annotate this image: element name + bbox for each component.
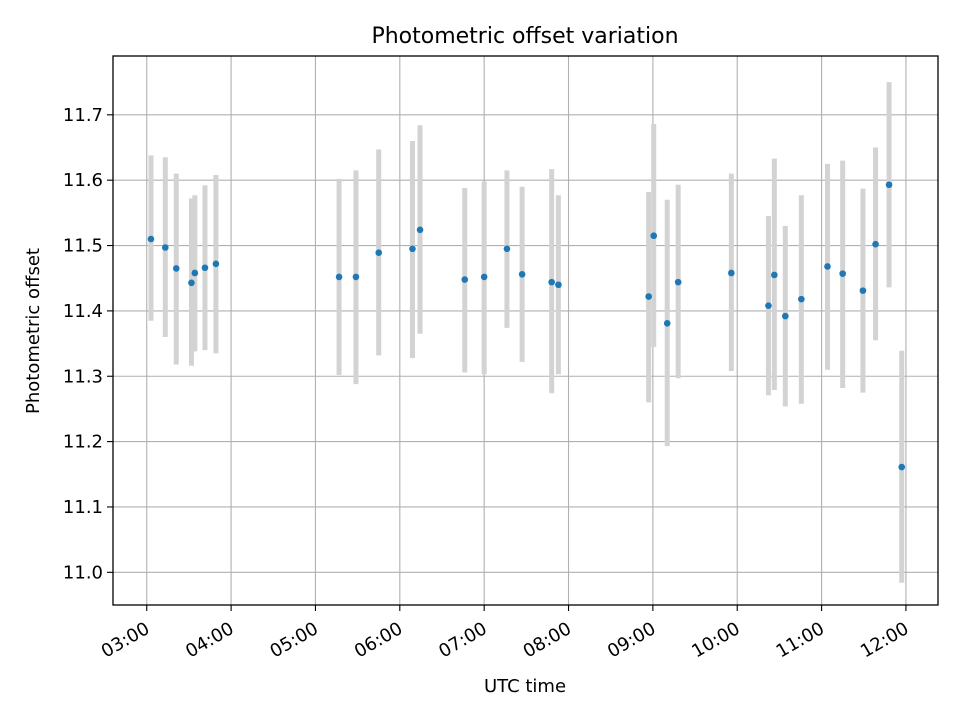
data-point — [728, 269, 735, 277]
data-point — [480, 273, 488, 281]
data-point — [172, 265, 180, 272]
data-point — [409, 245, 416, 253]
data-point — [212, 260, 220, 268]
data-point — [416, 226, 424, 234]
x-axis-label: UTC time — [484, 676, 566, 697]
y-axis-label: Photometric offset — [23, 248, 44, 414]
data-point — [859, 287, 867, 294]
y-axis: 11.0 11.1 11.2 11.3 11.4 11.5 11.6 11.7 — [63, 105, 113, 583]
y-tick-label: 11.1 — [63, 497, 103, 518]
data-point — [885, 181, 893, 189]
data-point — [352, 273, 360, 281]
data-point — [188, 279, 195, 287]
data-point — [798, 295, 805, 303]
data-point — [375, 249, 383, 257]
data-point — [782, 312, 789, 320]
data-point — [335, 273, 343, 281]
data-point — [518, 270, 526, 278]
data-point — [765, 302, 772, 309]
data-point — [898, 463, 906, 471]
y-tick-label: 11.3 — [63, 366, 103, 387]
data-point — [645, 293, 652, 300]
data-point — [548, 278, 555, 286]
data-points — [147, 181, 906, 471]
data-point — [824, 263, 831, 270]
plot-frame — [112, 55, 939, 606]
data-point — [191, 269, 199, 277]
chart-title: Photometric offset variation — [371, 24, 678, 49]
data-point — [771, 271, 778, 279]
y-tick-label: 11.6 — [63, 170, 103, 191]
data-point — [201, 264, 209, 272]
data-point — [663, 320, 671, 327]
y-tick-label: 11.0 — [63, 562, 103, 583]
data-point — [162, 244, 169, 251]
data-point — [555, 281, 562, 289]
y-tick-label: 11.2 — [63, 432, 103, 453]
y-tick-label: 11.5 — [63, 236, 103, 257]
y-tick-label: 11.4 — [63, 301, 103, 322]
data-point — [839, 270, 846, 277]
y-tick-label: 11.7 — [63, 105, 103, 126]
data-point — [147, 235, 155, 243]
data-point — [461, 276, 469, 283]
data-point — [674, 278, 682, 286]
data-point — [503, 245, 511, 253]
data-point — [650, 232, 658, 240]
data-point — [872, 240, 879, 248]
